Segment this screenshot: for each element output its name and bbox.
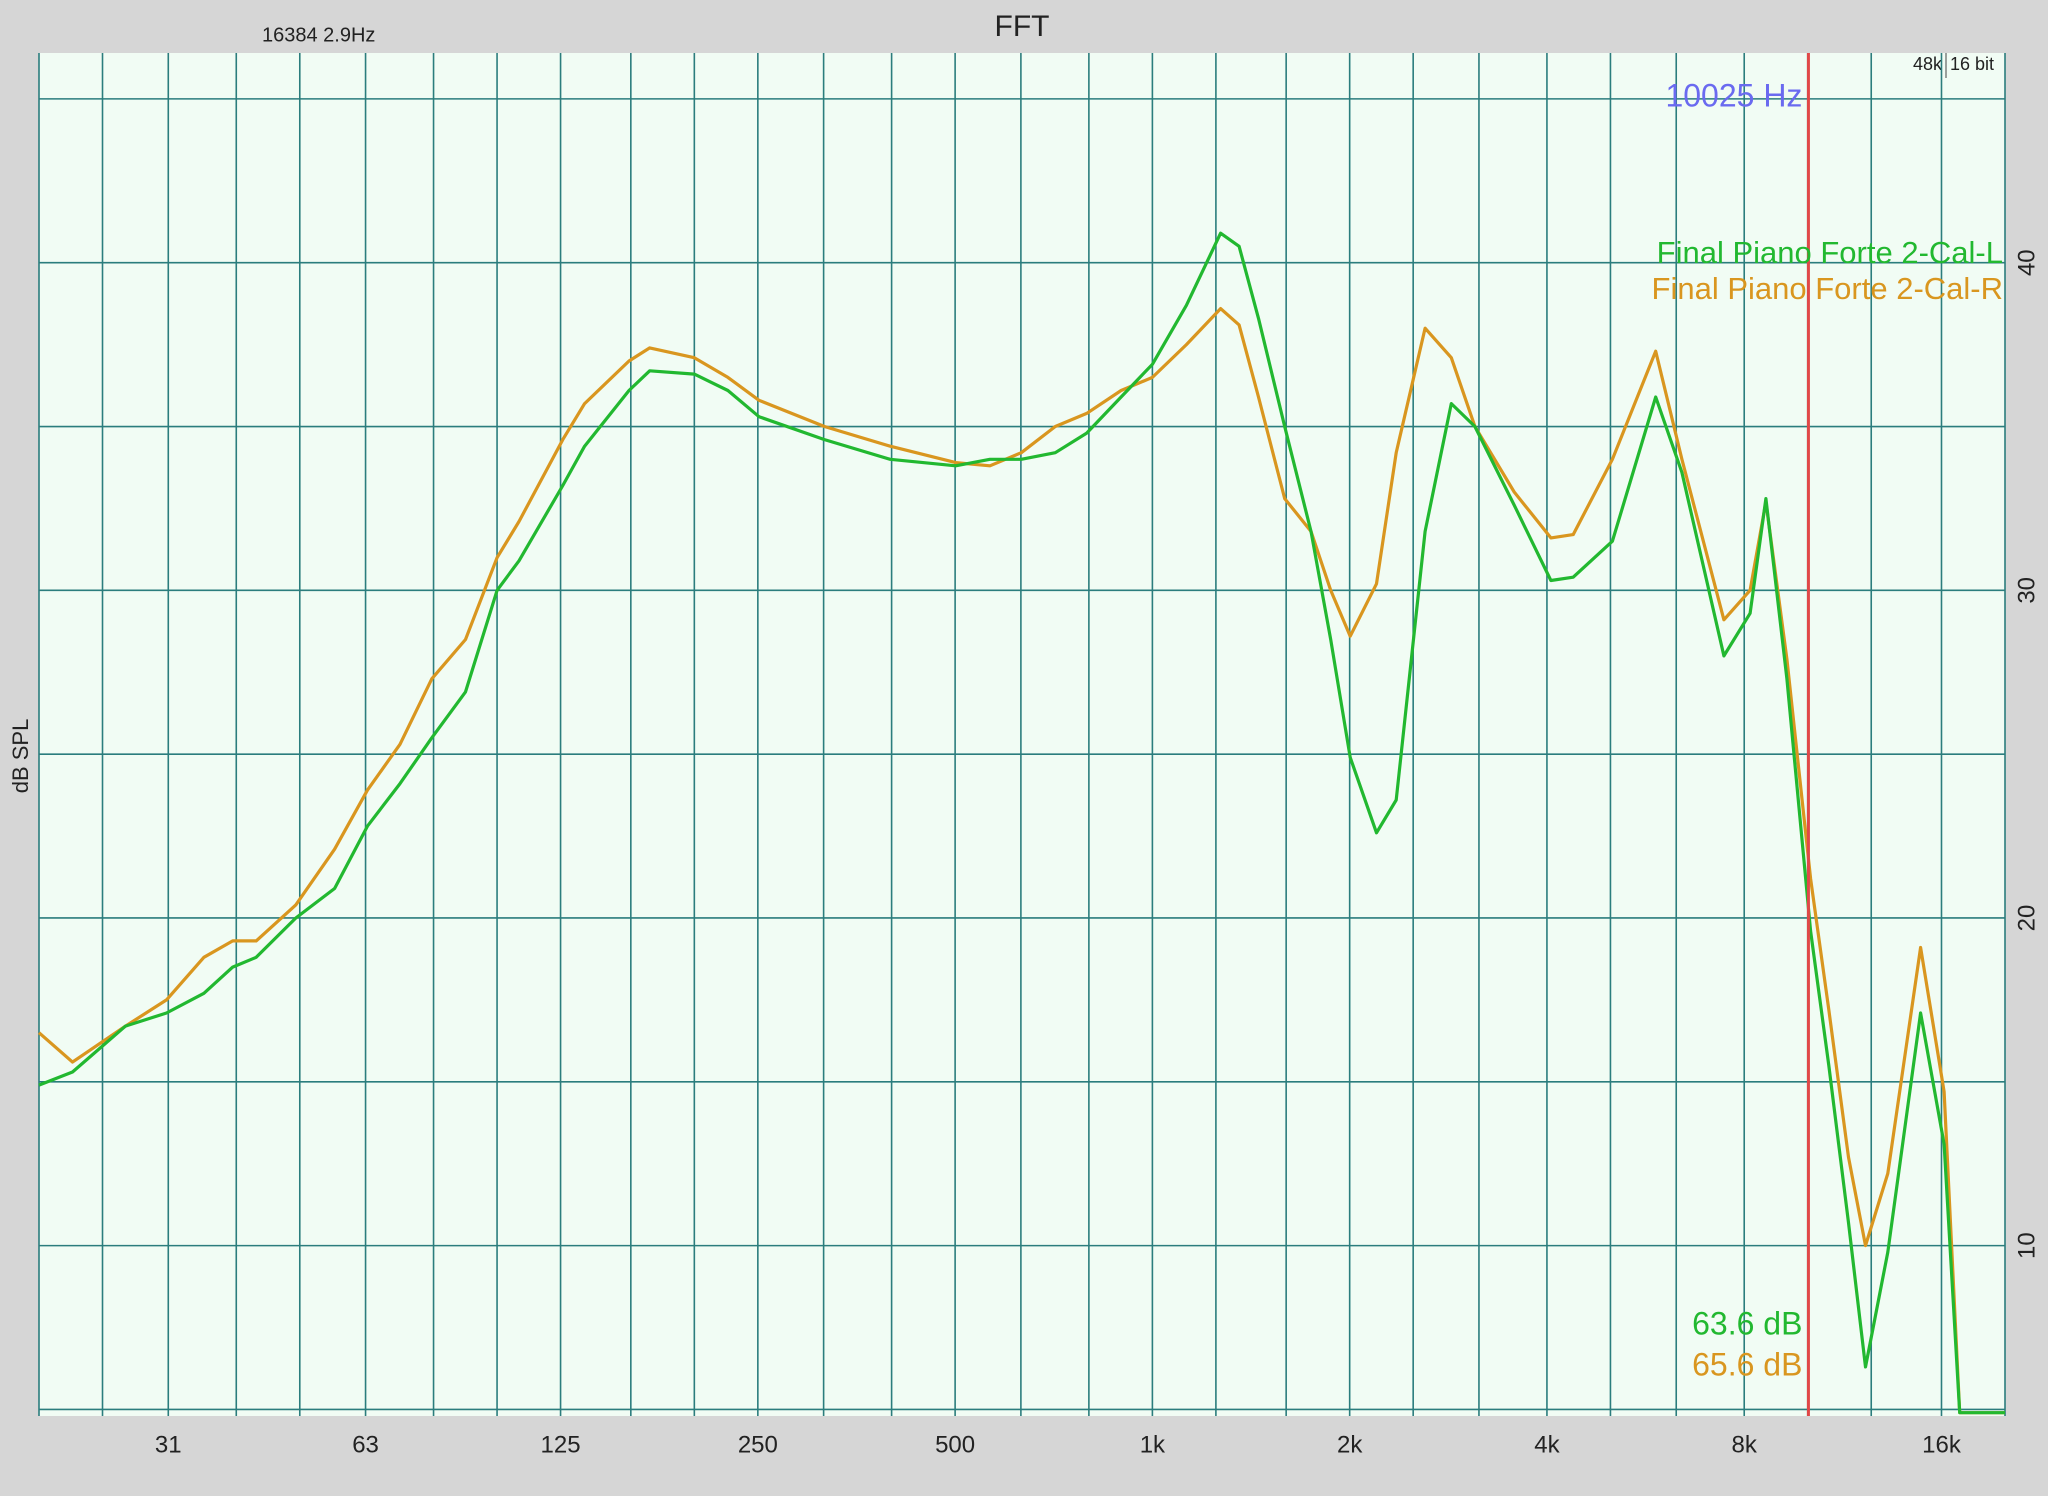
- x-tick-label: 500: [935, 1431, 975, 1458]
- x-tick-label: 16k: [1922, 1431, 1962, 1458]
- x-tick-label: 125: [541, 1431, 581, 1458]
- legend-entry: Final Piano Forte 2-Cal-R: [1652, 271, 2003, 306]
- x-tick-label: 8k: [1732, 1431, 1758, 1458]
- chart-title: FFT: [995, 10, 1050, 43]
- fft-info: 16384 2.9Hz: [262, 24, 375, 46]
- y-tick-label: 20: [2013, 905, 2040, 932]
- plot-area: [39, 53, 2005, 1416]
- sample-rate: 48k: [1913, 54, 1943, 74]
- x-tick-label: 63: [352, 1431, 379, 1458]
- x-tick-label: 31: [155, 1431, 182, 1458]
- y-tick-label: 40: [2013, 249, 2040, 276]
- bit-depth: 16 bit: [1950, 54, 1994, 74]
- x-tick-label: 1k: [1140, 1431, 1166, 1458]
- cursor-label: 10025 Hz: [1665, 77, 1802, 113]
- x-tick-label: 2k: [1337, 1431, 1363, 1458]
- x-tick-label: 250: [738, 1431, 778, 1458]
- readout: 65.6 dB: [1692, 1346, 1802, 1382]
- readout: 63.6 dB: [1692, 1305, 1802, 1341]
- y-tick-label: 10: [2013, 1232, 2040, 1259]
- x-tick-label: 4k: [1534, 1431, 1560, 1458]
- series-line: [38, 231, 2005, 1415]
- y-tick-label: 30: [2013, 577, 2040, 604]
- legend-entry: Final Piano Forte 2-Cal-L: [1657, 235, 2003, 270]
- y-axis-label: dB SPL: [8, 719, 33, 794]
